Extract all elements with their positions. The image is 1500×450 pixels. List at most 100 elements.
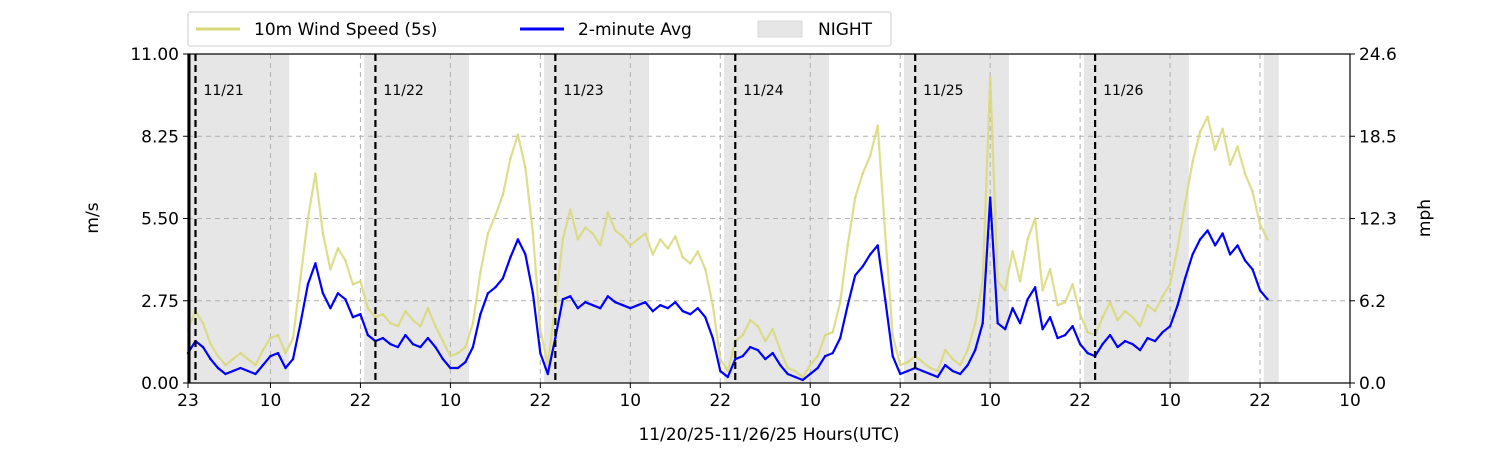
data-point-gust-99: [928, 366, 932, 370]
data-point-gust-47: [539, 327, 542, 331]
data-point-avg-13: [284, 366, 287, 370]
data-point-gust-144: [1266, 238, 1269, 241]
data-point-gust-123: [1108, 301, 1112, 304]
data-point-avg-18: [321, 292, 325, 295]
data-point-gust-37: [464, 345, 467, 349]
night-band-0: [188, 54, 290, 383]
data-point-gust-100: [936, 369, 939, 373]
y-tick-label-right-0: 0.0: [1359, 374, 1386, 394]
y-tick-label-right-2: 12.3: [1359, 210, 1397, 230]
data-point-avg-105: [973, 348, 977, 352]
data-point-avg-125: [1123, 339, 1127, 343]
data-point-avg-81: [794, 375, 797, 379]
data-point-gust-61: [644, 232, 647, 235]
data-point-gust-114: [1041, 289, 1044, 292]
x-tick-label-5: 10: [619, 391, 641, 411]
data-point-gust-120: [1086, 330, 1089, 334]
data-point-avg-32: [426, 336, 430, 340]
data-point-gust-6: [231, 357, 235, 361]
data-point-avg-135: [1198, 238, 1202, 241]
data-point-gust-125: [1123, 310, 1127, 313]
data-point-gust-71: [719, 357, 722, 361]
data-point-gust-42: [501, 193, 505, 196]
data-point-gust-77: [764, 339, 767, 343]
data-point-gust-13: [284, 351, 287, 355]
data-point-avg-47: [539, 351, 542, 355]
data-point-gust-68: [696, 250, 699, 253]
data-point-avg-72: [726, 375, 729, 379]
data-point-gust-83: [809, 363, 812, 367]
data-point-avg-51: [569, 295, 572, 298]
data-point-avg-34: [441, 357, 445, 361]
data-point-gust-15: [299, 277, 302, 280]
data-point-gust-72: [726, 369, 729, 373]
data-point-gust-14: [291, 336, 295, 340]
data-point-gust-137: [1213, 148, 1217, 151]
data-point-avg-73: [734, 357, 737, 361]
data-point-gust-30: [411, 318, 415, 322]
data-point-avg-111: [1018, 321, 1022, 325]
data-point-avg-80: [786, 372, 789, 376]
data-point-avg-108: [996, 321, 999, 325]
data-point-gust-117: [1063, 301, 1067, 304]
data-point-gust-52: [576, 238, 580, 241]
data-point-avg-11: [269, 354, 272, 358]
grid-layer: [188, 54, 1350, 383]
x-tick-label-2: 22: [350, 391, 372, 411]
data-point-gust-86: [831, 330, 834, 334]
data-point-gust-31: [419, 324, 422, 328]
y-tick-label-right-4: 24.6: [1359, 45, 1397, 65]
data-point-gust-118: [1071, 283, 1074, 286]
data-point-gust-143: [1258, 223, 1262, 226]
x-tick-label-1: 10: [260, 391, 282, 411]
y-tick-label-left-2: 5.50: [141, 210, 179, 230]
x-tick-label-8: 22: [889, 391, 911, 411]
data-point-gust-69: [704, 268, 707, 271]
data-point-avg-26: [381, 336, 385, 340]
data-point-gust-98: [921, 360, 924, 364]
data-point-avg-64: [666, 307, 669, 310]
data-point-gust-11: [269, 336, 272, 340]
data-point-gust-18: [321, 232, 325, 235]
x-tick-label-9: 10: [979, 391, 1001, 411]
data-point-avg-131: [1168, 324, 1172, 328]
data-point-gust-142: [1251, 190, 1254, 193]
data-point-gust-103: [958, 363, 962, 367]
data-point-avg-46: [531, 292, 535, 295]
x-tick-label-6: 22: [709, 391, 731, 411]
y-tick-label-left-1: 2.75: [141, 292, 179, 312]
data-point-avg-114: [1041, 327, 1044, 331]
data-point-avg-112: [1026, 298, 1029, 301]
data-point-avg-119: [1078, 342, 1082, 346]
x-tick-label-4: 22: [530, 391, 552, 411]
data-point-avg-137: [1213, 244, 1217, 247]
data-point-avg-70: [711, 336, 714, 340]
data-point-gust-57: [614, 229, 617, 232]
data-point-avg-48: [546, 372, 550, 376]
data-point-avg-88: [846, 304, 849, 307]
data-point-avg-20: [336, 292, 340, 295]
data-point-avg-12: [276, 351, 280, 355]
data-point-avg-67: [689, 313, 692, 316]
x-tick-label-10: 22: [1069, 391, 1091, 411]
data-point-gust-67: [689, 262, 692, 265]
data-point-avg-77: [764, 357, 767, 361]
data-point-gust-80: [786, 366, 789, 370]
data-point-gust-3: [209, 342, 212, 346]
x-tick-label-11: 10: [1159, 391, 1181, 411]
data-point-avg-57: [614, 301, 617, 304]
data-point-avg-136: [1206, 229, 1209, 232]
data-point-avg-10: [261, 363, 265, 367]
data-point-avg-106: [981, 321, 984, 325]
data-point-gust-34: [441, 339, 445, 343]
day-marker-label-3: 11/24: [743, 83, 783, 99]
data-point-avg-75: [749, 345, 752, 349]
data-point-gust-90: [861, 172, 864, 175]
data-point-gust-46: [531, 232, 535, 235]
data-point-gust-20: [336, 247, 340, 250]
data-point-avg-91: [869, 253, 872, 256]
data-point-gust-105: [973, 321, 977, 325]
data-point-gust-50: [561, 238, 565, 241]
axis-layer: 23 10 22 10 22 10 22 10 22 10 22 10 22 10 0.00 2.75 5.50…: [130, 45, 1397, 411]
data-point-gust-85: [824, 333, 827, 337]
